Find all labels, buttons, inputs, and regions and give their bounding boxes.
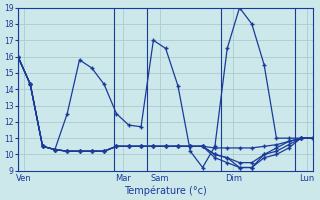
X-axis label: Température (°c): Température (°c) <box>124 185 207 196</box>
